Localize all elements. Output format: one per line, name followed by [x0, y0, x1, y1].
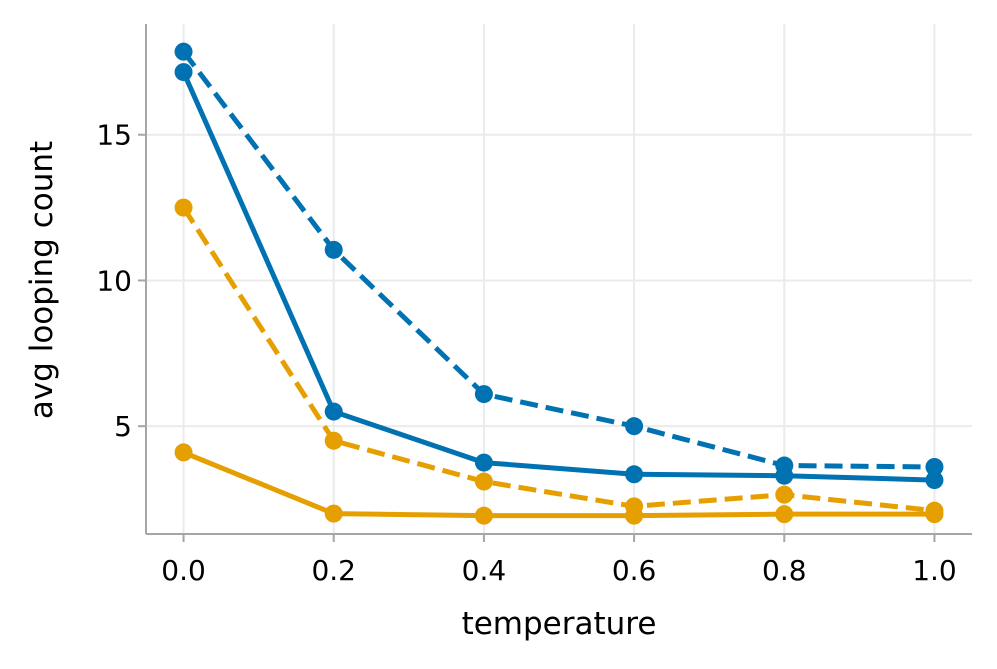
data-point-orange-solid [925, 505, 944, 524]
data-point-blue-dashed [324, 240, 343, 259]
axis-ticks: 0.0 0.2 0.4 0.6 0.8 1.0 5 10 15 [96, 119, 956, 587]
grid [146, 24, 972, 534]
data-point-orange-solid [324, 504, 343, 523]
data-point-blue-solid [775, 466, 794, 485]
data-point-blue-dashed [925, 457, 944, 476]
data-point-blue-dashed [625, 417, 644, 436]
series-line-orange-solid [182, 450, 935, 519]
data-point-orange-solid [625, 506, 644, 525]
x-tick-label: 0.8 [762, 554, 807, 587]
y-axis-label: avg looping count [24, 141, 60, 419]
data-point-blue-solid [324, 402, 343, 421]
data-point-orange-dashed [174, 198, 193, 217]
data-series [174, 42, 944, 525]
x-axis-label: temperature [462, 606, 657, 642]
data-point-blue-solid [925, 471, 944, 490]
series-line-blue-solid [181, 71, 935, 483]
series-line-blue-dashed [181, 50, 935, 470]
data-point-blue-dashed [174, 42, 193, 61]
y-tick-label: 15 [96, 119, 132, 152]
series-orange-solid [174, 443, 944, 525]
data-point-orange-solid [775, 505, 794, 524]
x-tick-label: 0.2 [311, 554, 356, 587]
data-point-orange-dashed [775, 485, 794, 504]
axes-spines [145, 24, 972, 535]
data-point-blue-solid [174, 63, 193, 82]
y-tick-label: 10 [96, 264, 132, 297]
x-tick-label: 0.0 [161, 554, 206, 587]
series-blue-solid [174, 63, 944, 490]
data-point-orange-dashed [474, 472, 493, 491]
data-point-blue-dashed [474, 385, 493, 404]
data-point-blue-solid [625, 465, 644, 484]
x-tick-label: 1.0 [912, 554, 957, 587]
series-orange-dashed [174, 198, 944, 520]
series-line-orange-dashed [181, 206, 935, 514]
y-tick-label: 5 [114, 410, 132, 443]
x-tick-label: 0.6 [612, 554, 657, 587]
x-tick-label: 0.4 [462, 554, 507, 587]
series-blue-dashed [174, 42, 944, 476]
data-point-orange-dashed [324, 431, 343, 450]
data-point-orange-solid [474, 506, 493, 525]
data-point-orange-solid [174, 443, 193, 462]
data-point-blue-solid [474, 453, 493, 472]
